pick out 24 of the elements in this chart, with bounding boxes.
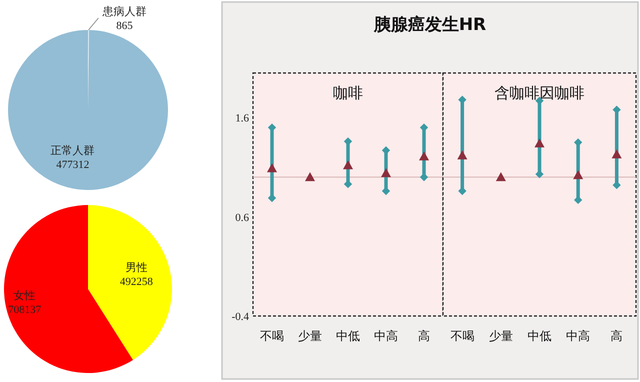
slice-label: 正常人群 (50, 144, 95, 157)
x-tick-label: 中低 (528, 329, 552, 343)
y-tick-label: 1.6 (235, 112, 250, 125)
text: 咖啡 (333, 84, 363, 102)
x-tick-label: 中低 (336, 329, 360, 343)
x-tick-label: 中高 (566, 329, 590, 343)
x-tick-label: 高 (610, 329, 623, 343)
data-label: 708137 (8, 304, 42, 316)
data-label: 477312 (56, 159, 90, 171)
slice-label: 女性 (14, 289, 36, 302)
slice-label: 男性 (125, 260, 148, 274)
x-tick-label: 高 (418, 329, 430, 343)
data-label: 492258 (120, 276, 154, 288)
chart-title: 胰腺癌发生HR (372, 15, 486, 35)
y-tick-label: 0.6 (235, 212, 250, 224)
data-label: 865 (116, 20, 134, 32)
text: 含咖啡因咖啡 (494, 84, 584, 102)
x-tick-label: 少量 (488, 329, 513, 343)
x-tick-label: 不喝 (260, 329, 284, 343)
x-tick-label: 少量 (298, 329, 322, 343)
x-tick-label: 不喝 (450, 329, 474, 343)
y-tick-label: -0.4 (232, 311, 250, 323)
x-tick-label: 中高 (374, 329, 398, 343)
slice-label: 患病人群 (101, 5, 146, 18)
